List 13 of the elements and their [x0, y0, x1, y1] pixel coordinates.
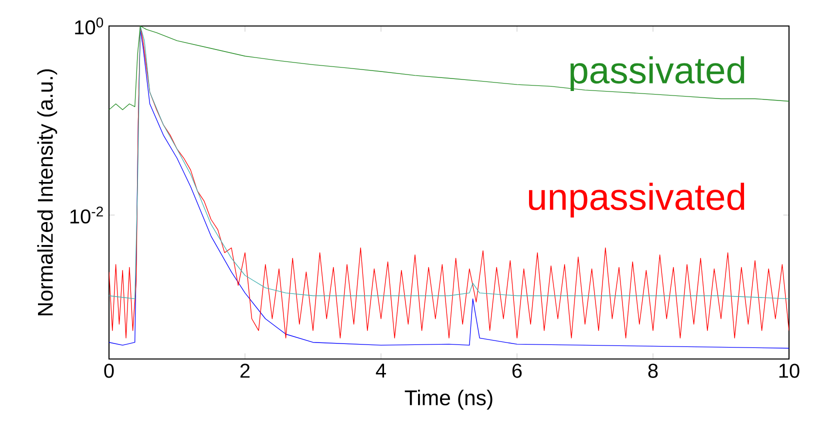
y-axis-title: Normalized Intensity (a.u.)	[37, 69, 58, 316]
x-tick-label: 10	[779, 364, 800, 378]
x-tick-label: 8	[648, 364, 658, 378]
series-label: passivated	[570, 56, 744, 91]
y-tick-label: 10$^{0}$	[75, 18, 104, 34]
x-tick-label: 0	[104, 364, 114, 378]
x-tick-label: 4	[376, 364, 386, 378]
x-axis-title: Time (ns)	[404, 390, 492, 410]
line-series	[109, 26, 790, 110]
x-tick-label: 6	[512, 364, 522, 378]
x-tick-label: 2	[240, 364, 250, 378]
series-label: unpassivated	[529, 182, 744, 218]
y-tick-label: 10$^{-2}$	[70, 206, 103, 224]
